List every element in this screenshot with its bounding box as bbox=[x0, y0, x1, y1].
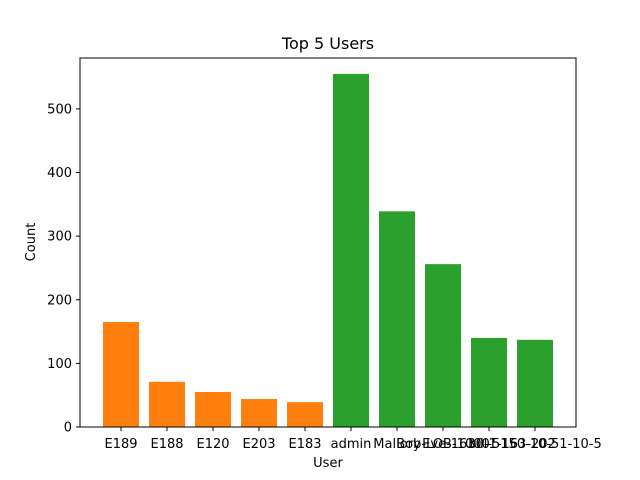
x-tick-label-7: Mallory bbox=[373, 437, 421, 452]
bars-group bbox=[103, 73, 553, 427]
bar-1 bbox=[103, 322, 139, 427]
y-tick-label-200: 200 bbox=[47, 293, 72, 308]
bar-8 bbox=[425, 264, 461, 427]
y-tick-label-500: 500 bbox=[47, 102, 72, 117]
x-tick-label-1: E189 bbox=[104, 437, 137, 452]
bar-4 bbox=[241, 399, 277, 427]
y-axis: 0 100 200 300 400 500 bbox=[47, 102, 80, 436]
x-tick-label-8: Bob-LOB-1000 bbox=[396, 437, 490, 452]
x-tick-label-9: Eve-1630-1-163-202 bbox=[422, 437, 556, 452]
x-tick-label-3: E120 bbox=[196, 437, 229, 452]
x-tick-label-2: E188 bbox=[150, 437, 183, 452]
x-tick-label-5: E183 bbox=[288, 437, 321, 452]
bar-9 bbox=[471, 337, 507, 427]
bar-7 bbox=[379, 211, 415, 427]
x-axis: E189 E188 E120 E203 E183 admin MalloryBob-LOB-… bbox=[104, 427, 602, 452]
bar-5 bbox=[287, 402, 323, 427]
x-tick-label-10: bill-5150-10-51-10-5 bbox=[468, 437, 602, 452]
bar-2 bbox=[149, 381, 185, 427]
chart-title: Top 5 Users bbox=[281, 34, 374, 53]
bar-3 bbox=[195, 392, 231, 427]
y-axis-label: Count bbox=[24, 223, 39, 262]
y-tick-label-300: 300 bbox=[47, 230, 72, 245]
x-axis-label: User bbox=[313, 456, 343, 471]
y-tick-label-400: 400 bbox=[47, 166, 72, 181]
y-tick-label-100: 100 bbox=[47, 357, 72, 372]
bar-6 bbox=[333, 73, 369, 427]
x-tick-label-6: admin bbox=[331, 437, 372, 452]
bar-10 bbox=[517, 339, 553, 427]
y-tick-label-0: 0 bbox=[64, 421, 72, 436]
plot-area-frame bbox=[79, 57, 577, 428]
x-tick-label-4: E203 bbox=[242, 437, 275, 452]
